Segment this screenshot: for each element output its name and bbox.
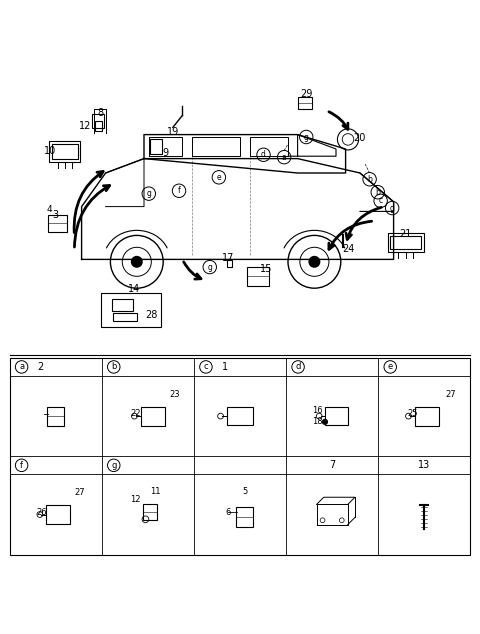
Text: f: f [20, 461, 23, 470]
Text: 25: 25 [407, 409, 418, 418]
Text: 14: 14 [128, 284, 141, 294]
Text: 28: 28 [145, 309, 157, 320]
Bar [325, 407, 348, 425]
Text: e: e [388, 363, 393, 372]
Text: 16: 16 [312, 406, 323, 415]
Text: a: a [282, 153, 287, 162]
Text: 6: 6 [225, 508, 231, 517]
Bar [113, 313, 137, 321]
Bar [48, 215, 67, 232]
Bar [46, 505, 70, 524]
Text: 15: 15 [260, 264, 273, 273]
Text: 17: 17 [222, 253, 234, 263]
Text: 3: 3 [52, 210, 58, 220]
Text: f: f [178, 186, 180, 195]
Bar [111, 299, 133, 311]
Text: a: a [19, 363, 24, 372]
Bar [95, 121, 102, 131]
Bar [10, 358, 470, 555]
Text: g: g [304, 133, 309, 141]
Bar [227, 407, 253, 425]
Text: c: c [379, 197, 383, 205]
Text: g: g [111, 461, 117, 470]
Text: 12: 12 [131, 495, 141, 503]
Bar [227, 260, 232, 267]
Bar [388, 233, 424, 252]
Circle shape [132, 257, 142, 267]
Text: 8: 8 [98, 108, 104, 118]
Text: d: d [261, 150, 266, 159]
Bar [247, 267, 269, 286]
Text: 7: 7 [329, 460, 336, 470]
Text: 9: 9 [163, 148, 168, 158]
Text: 22: 22 [131, 409, 141, 418]
Text: 11: 11 [150, 487, 160, 496]
Bar [236, 507, 253, 526]
Text: 21: 21 [399, 229, 412, 239]
Text: g: g [390, 204, 395, 212]
Circle shape [309, 257, 320, 267]
Text: 20: 20 [353, 133, 365, 143]
Text: 4: 4 [47, 205, 52, 214]
Text: b: b [367, 175, 372, 184]
Text: 2: 2 [37, 362, 44, 372]
Text: 24: 24 [342, 244, 355, 254]
Bar [51, 144, 78, 159]
Text: 19: 19 [167, 127, 179, 137]
Text: 18: 18 [312, 417, 323, 427]
Text: b: b [375, 188, 380, 197]
Text: b: b [111, 363, 117, 372]
Text: 27: 27 [445, 390, 456, 399]
Circle shape [323, 420, 327, 424]
Bar [150, 139, 162, 154]
Text: 29: 29 [300, 89, 312, 99]
Text: e: e [216, 173, 221, 182]
Text: g: g [207, 262, 212, 271]
Text: 12: 12 [79, 121, 92, 131]
Bar [141, 406, 165, 425]
Text: 26: 26 [36, 508, 47, 517]
Text: c: c [204, 363, 208, 372]
Bar [47, 406, 64, 425]
Bar [143, 505, 157, 520]
Text: 23: 23 [169, 390, 180, 399]
Text: g: g [146, 189, 151, 198]
Text: 5: 5 [242, 487, 247, 496]
Bar [415, 406, 439, 425]
Bar [92, 114, 104, 128]
Text: 1: 1 [222, 362, 228, 372]
Bar [298, 98, 312, 110]
Bar [101, 293, 161, 327]
Text: d: d [295, 363, 301, 372]
Text: 13: 13 [418, 460, 431, 470]
Text: 27: 27 [74, 488, 85, 498]
Text: 10: 10 [44, 146, 57, 157]
Bar [49, 141, 81, 162]
Bar [390, 236, 421, 249]
